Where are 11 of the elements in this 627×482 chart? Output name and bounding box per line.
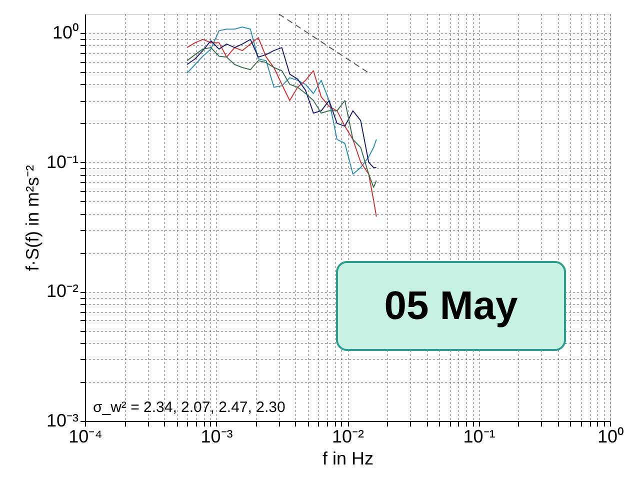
annotation: σ_w² = 2.34, 2.07, 2.47, 2.30 (93, 399, 286, 416)
y-tick-label: 10⁻¹ (46, 152, 79, 172)
x-tick-label: 10⁰ (597, 426, 624, 446)
x-tick-label: 10⁻³ (200, 426, 233, 446)
x-tick-label: 10⁻¹ (463, 426, 496, 446)
annotation: 05 May (384, 284, 518, 328)
x-tick-label: 10⁻² (332, 426, 364, 446)
y-tick-label: 10⁻² (46, 281, 79, 302)
y-tick-label: 10⁰ (52, 22, 78, 42)
y-axis-title: f·S(f) in m²s⁻² (22, 165, 42, 271)
x-axis-title: f in Hz (322, 448, 374, 468)
